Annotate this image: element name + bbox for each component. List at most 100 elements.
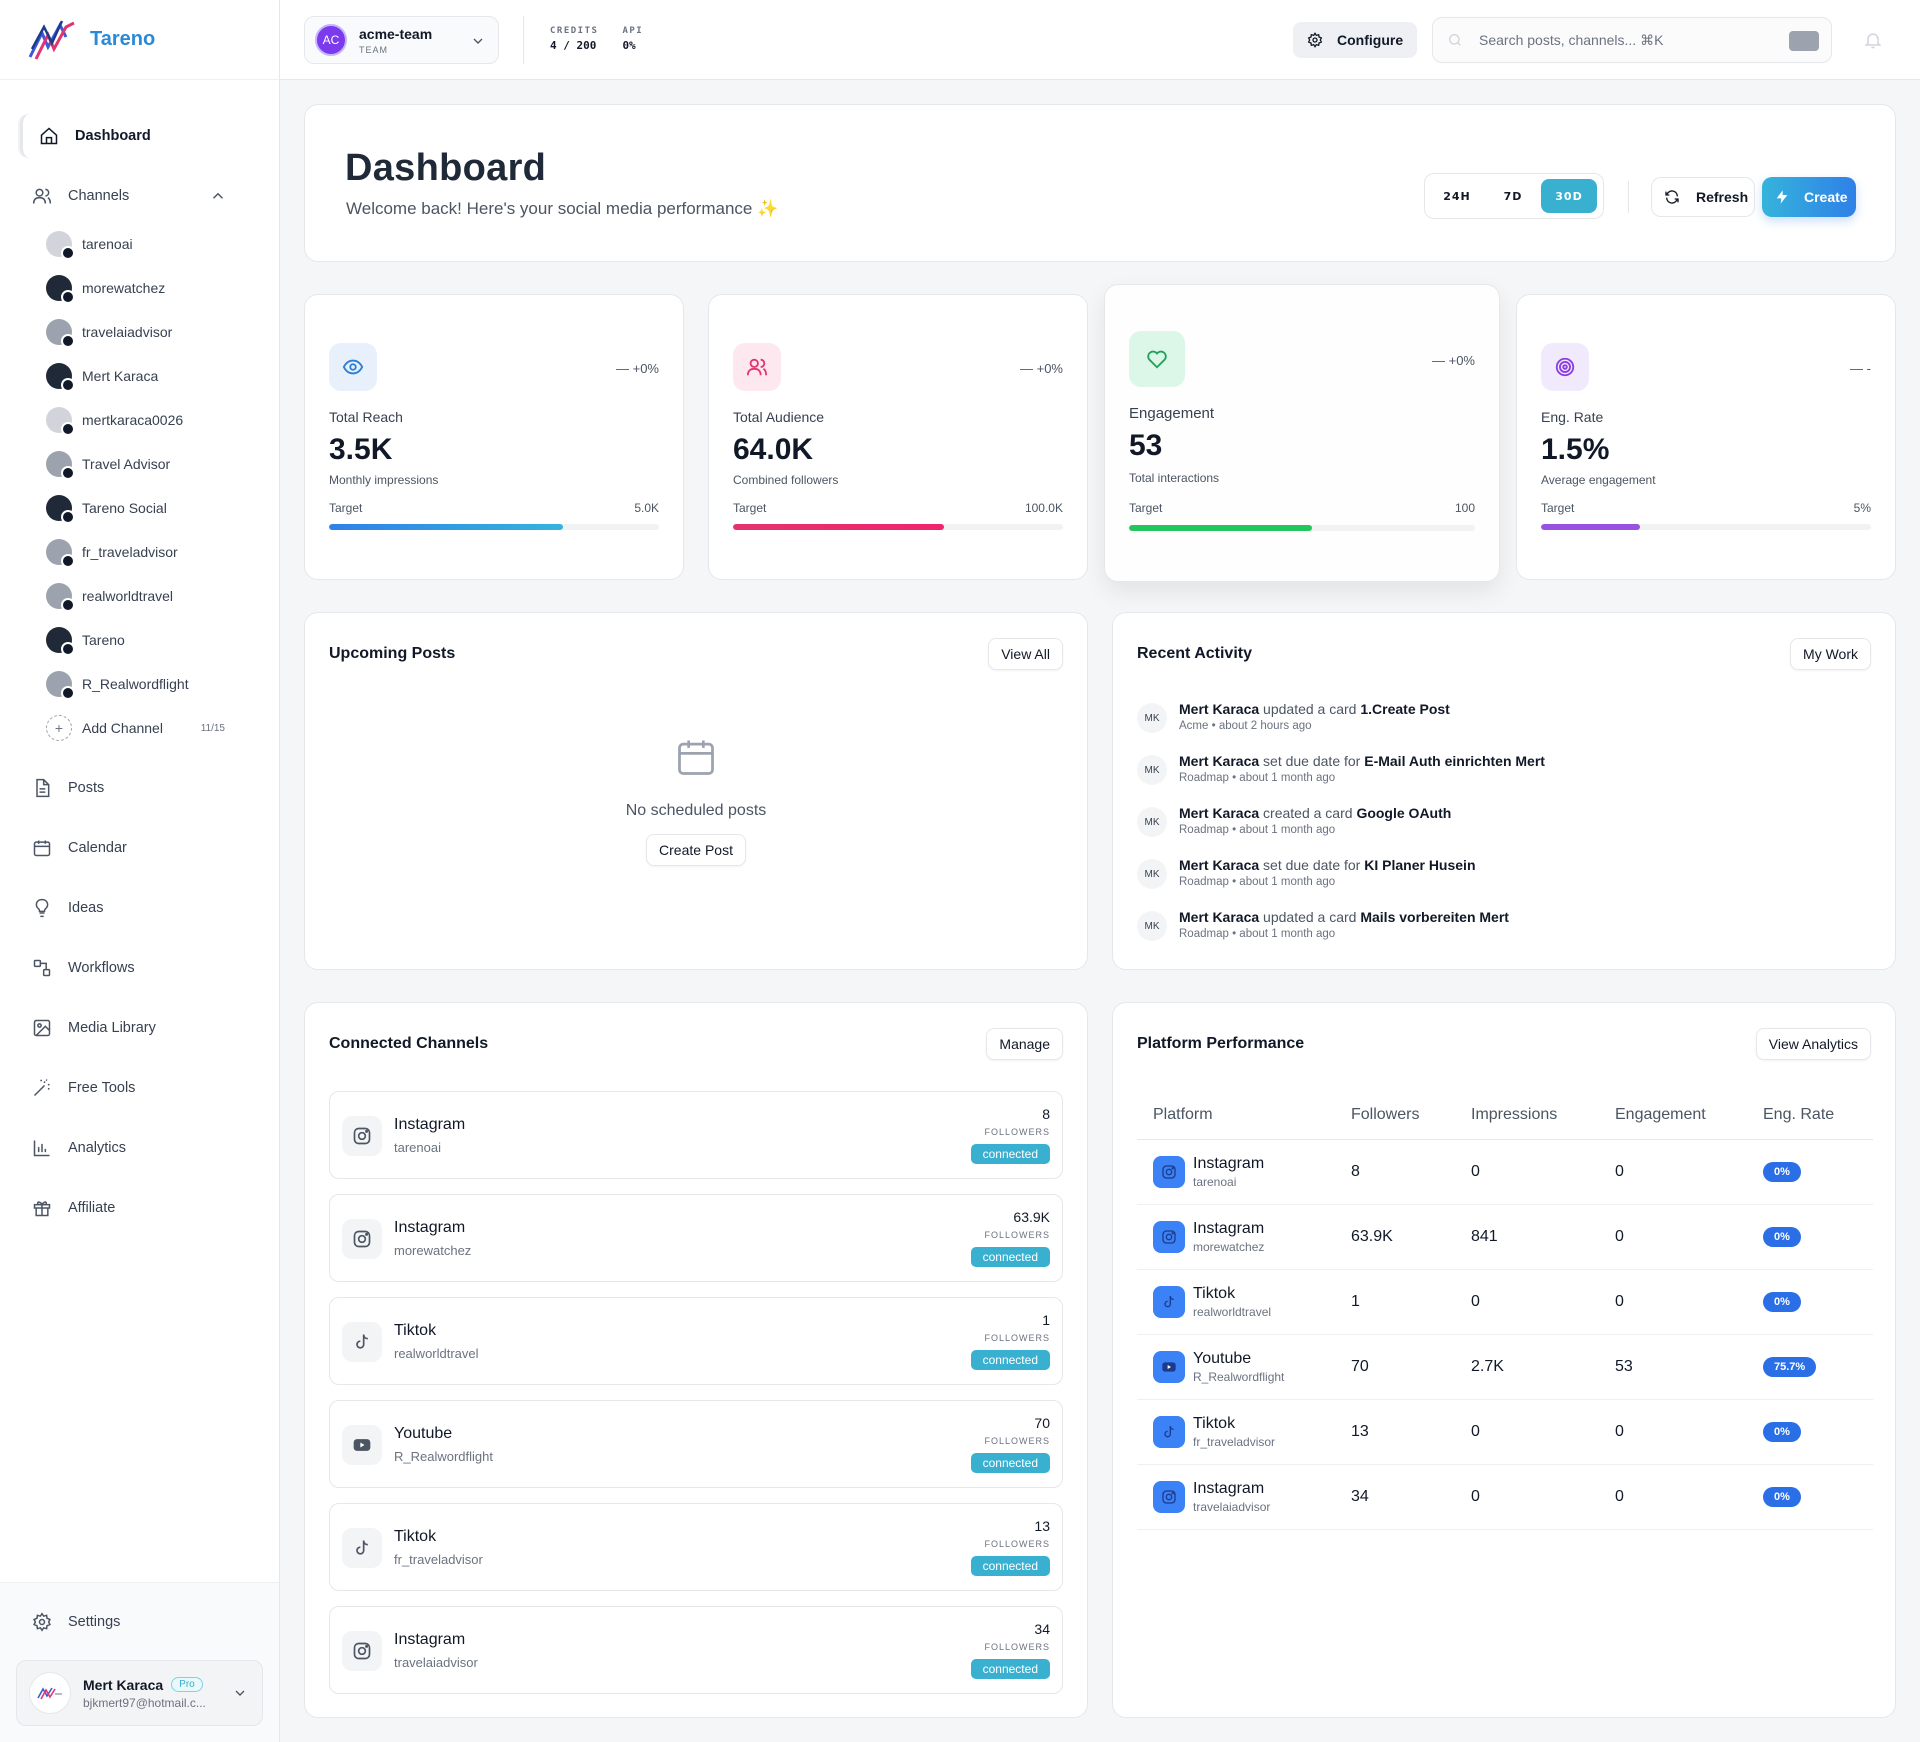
rate-cell: 0% — [1747, 1269, 1873, 1335]
chevron-up-icon[interactable] — [209, 187, 227, 205]
sidebar-channel-item[interactable]: realworldtravel — [20, 574, 259, 618]
channel-avatar — [46, 231, 75, 260]
add-channel-button[interactable]: + Add Channel 11/15 — [20, 706, 259, 750]
activity-item[interactable]: MK Mert Karaca updated a card Mails vorbe… — [1137, 909, 1871, 961]
chevron-down-icon — [235, 1690, 245, 1696]
gear-icon — [33, 1612, 51, 1632]
avatar: MK — [1137, 859, 1167, 889]
list-item[interactable]: Instagram morewatchez 63.9K FOLLOWERS connec… — [329, 1194, 1063, 1282]
channel-avatar — [46, 363, 75, 392]
nav-ideas[interactable]: Ideas — [20, 886, 259, 930]
magic-wand-icon — [33, 1079, 50, 1097]
list-item[interactable]: Tiktok realworldtravel 1 FOLLOWERS connected — [329, 1297, 1063, 1385]
nav-free-tools[interactable]: Free Tools — [20, 1066, 259, 1110]
configure-button[interactable]: Configure — [1293, 22, 1417, 58]
search-input[interactable] — [1479, 32, 1769, 48]
sidebar-channel-item[interactable]: mertkaraca0026 — [20, 398, 259, 442]
sidebar-channel-label: tarenoai — [82, 236, 133, 252]
list-item[interactable]: Instagram travelaiadvisor 34 FOLLOWERS conne… — [329, 1606, 1063, 1694]
list-item[interactable]: Tiktok fr_traveladvisor 13 FOLLOWERS connect… — [329, 1503, 1063, 1591]
bell-icon[interactable] — [1863, 30, 1883, 50]
sidebar-channel-item[interactable]: R_Realwordflight — [20, 662, 259, 706]
sidebar-channel-item[interactable]: Tareno Social — [20, 486, 259, 530]
team-role: TEAM — [359, 44, 389, 55]
activity-target: Mails vorbereiten Mert — [1360, 909, 1509, 925]
refresh-button[interactable]: Refresh — [1651, 177, 1755, 217]
user-name: Mert Karaca — [83, 1676, 164, 1693]
channel-handle: R_Realwordflight — [394, 1449, 493, 1464]
home-icon — [40, 127, 58, 145]
table-row[interactable]: Instagram tarenoai 8 0 0 0% — [1137, 1139, 1873, 1205]
range-30d-button[interactable]: 30D — [1541, 179, 1597, 213]
sidebar-channel-item[interactable]: Tareno — [20, 618, 259, 662]
create-post-button[interactable]: Create Post — [646, 834, 746, 866]
table-row[interactable]: Instagram morewatchez 63.9K 841 0 0% — [1137, 1204, 1873, 1270]
create-button[interactable]: Create — [1762, 177, 1856, 217]
activity-target: KI Planer Husein — [1364, 857, 1476, 873]
sidebar-channel-item[interactable]: Mert Karaca — [20, 354, 259, 398]
user-menu[interactable]: Mert Karaca Pro bjkmert97@hotmail.c... — [16, 1660, 263, 1726]
instagram-icon — [1153, 1155, 1185, 1188]
sidebar-channel-item[interactable]: travelaiadvisor — [20, 310, 259, 354]
table-row[interactable]: Tiktok fr_traveladvisor 13 0 0 0% — [1137, 1399, 1873, 1465]
status-badge: connected — [970, 1659, 1050, 1679]
nav-workflows[interactable]: Workflows — [20, 946, 259, 990]
activity-target: Google OAuth — [1356, 805, 1452, 821]
nav-channels[interactable]: Channels — [20, 174, 259, 218]
manage-button[interactable]: Manage — [986, 1028, 1063, 1060]
stat-subtitle: Total interactions — [1129, 471, 1220, 485]
follower-count: 63.9K — [1013, 1209, 1050, 1225]
sidebar-channel-label: Travel Advisor — [82, 456, 171, 472]
list-item[interactable]: Youtube R_Realwordflight 70 FOLLOWERS connec… — [329, 1400, 1063, 1488]
view-analytics-button[interactable]: View Analytics — [1755, 1028, 1871, 1060]
nav-posts[interactable]: Posts — [20, 766, 259, 810]
column-header: Platform — [1137, 1091, 1335, 1140]
nav-analytics[interactable]: Analytics — [20, 1126, 259, 1170]
table-row[interactable]: Youtube R_Realwordflight 70 2.7K 53 75.7% — [1137, 1334, 1873, 1400]
trend-value: - — [1866, 361, 1871, 376]
trend-value: +0% — [1036, 361, 1063, 376]
nav-media-library[interactable]: Media Library — [20, 1006, 259, 1050]
rate-badge: 0% — [1763, 1161, 1801, 1182]
sidebar-channel-item[interactable]: fr_traveladvisor — [20, 530, 259, 574]
my-work-button[interactable]: My Work — [1790, 638, 1871, 670]
credits-value: 4 / 200 — [550, 39, 597, 52]
add-channel-label: Add Channel — [82, 720, 163, 736]
range-7d-button[interactable]: 7D — [1503, 189, 1523, 203]
nav-calendar[interactable]: Calendar — [20, 826, 259, 870]
shortcut-key — [1789, 31, 1819, 51]
app-name: Tareno — [90, 28, 156, 50]
table-row[interactable]: Tiktok realworldtravel 1 0 0 0% — [1137, 1269, 1873, 1335]
activity-item[interactable]: MK Mert Karaca set due date for KI Planer… — [1137, 857, 1871, 909]
followers-label: FOLLOWERS — [984, 1539, 1050, 1549]
impressions-cell: 2.7K — [1455, 1334, 1599, 1400]
nav-dashboard[interactable]: Dashboard — [20, 114, 259, 158]
nav-affiliate[interactable]: Affiliate — [20, 1186, 259, 1230]
activity-time: about 1 month ago — [1239, 876, 1336, 888]
activity-item[interactable]: MK Mert Karaca set due date for E-Mail Au… — [1137, 753, 1871, 805]
table-row[interactable]: Instagram travelaiadvisor 34 0 0 0% — [1137, 1464, 1873, 1530]
target-value: 5% — [1853, 501, 1871, 515]
stat-value: 53 — [1129, 429, 1163, 462]
sidebar: Tareno Dashboard Channels tarenoai morewa… — [0, 0, 280, 1742]
column-header: Impressions — [1455, 1091, 1599, 1140]
view-all-button[interactable]: View All — [988, 638, 1063, 670]
sidebar-channel-item[interactable]: Travel Advisor — [20, 442, 259, 486]
platform-cell: Instagram travelaiadvisor — [1137, 1464, 1335, 1530]
sidebar-channel-item[interactable]: tarenoai — [20, 222, 259, 266]
search-bar[interactable] — [1432, 17, 1832, 63]
tiktok-icon — [1153, 1285, 1185, 1318]
activity-time: about 1 month ago — [1239, 928, 1336, 940]
activity-item[interactable]: MK Mert Karaca created a card Google OAut… — [1137, 805, 1871, 857]
channel-handle: realworldtravel — [394, 1346, 479, 1361]
list-item[interactable]: Instagram tarenoai 8 FOLLOWERS connected — [329, 1091, 1063, 1179]
target-label: Target — [1129, 501, 1163, 515]
nav-settings[interactable]: Settings — [20, 1597, 259, 1647]
range-24h-button[interactable]: 24H — [1443, 189, 1471, 203]
team-selector[interactable]: AC acme-team TEAM — [304, 16, 499, 64]
sidebar-channel-item[interactable]: morewatchez — [20, 266, 259, 310]
activity-item[interactable]: MK Mert Karaca updated a card 1.Create Po… — [1137, 701, 1871, 753]
channel-avatar — [46, 627, 75, 656]
engagement-cell: 0 — [1599, 1204, 1747, 1270]
followers-label: FOLLOWERS — [984, 1127, 1050, 1137]
